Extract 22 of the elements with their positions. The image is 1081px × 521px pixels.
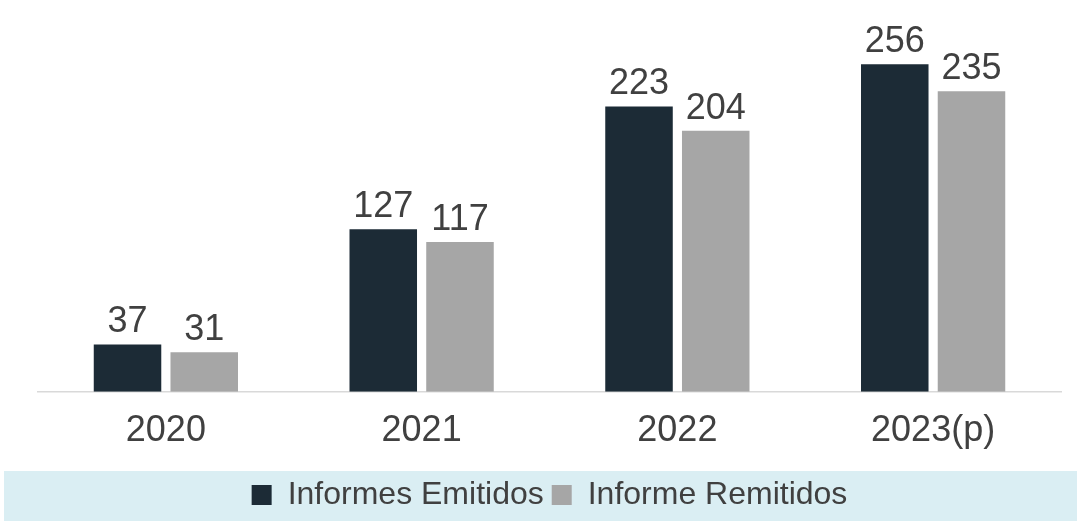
data-label: 127 — [353, 184, 414, 226]
x-tick-label: 2022 — [637, 408, 718, 450]
data-label: 37 — [107, 299, 148, 341]
x-tick-label: 2021 — [381, 408, 462, 450]
data-label: 256 — [864, 19, 925, 61]
bar — [426, 242, 494, 392]
data-label: 117 — [431, 197, 489, 239]
x-tick-label: 2020 — [125, 408, 206, 450]
bar — [170, 352, 238, 392]
data-label: 31 — [184, 307, 225, 349]
bar — [349, 229, 418, 392]
bar — [93, 344, 162, 392]
legend-label: Informes Emitidos — [287, 474, 544, 511]
bar — [681, 130, 750, 392]
legend-label: Informe Remitidos — [587, 474, 848, 511]
bar — [605, 106, 673, 392]
x-tick-label: 2023(p) — [871, 408, 996, 450]
data-label: 235 — [941, 46, 1002, 88]
data-label: 223 — [608, 61, 670, 103]
data-label: 204 — [685, 85, 746, 127]
bar — [937, 91, 1006, 392]
bar — [861, 64, 929, 392]
